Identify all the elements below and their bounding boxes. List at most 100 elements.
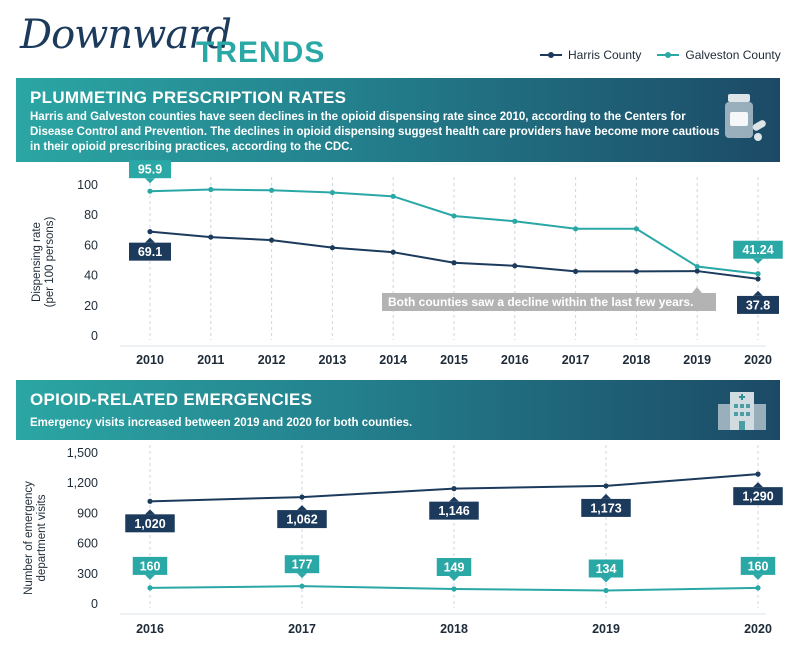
data-label-pointer <box>145 574 155 580</box>
y-tick-label: 20 <box>84 299 98 313</box>
title-bold: TRENDS <box>196 36 326 69</box>
y-axis-label: Number of emergencydepartment visits <box>23 481 48 595</box>
x-tick-label: 2020 <box>744 622 772 636</box>
x-tick-label: 2017 <box>288 622 316 636</box>
section2-banner: OPIOID-RELATED EMERGENCIES Emergency vis… <box>16 380 780 440</box>
data-label-box <box>284 555 320 574</box>
chart-2-group: 0 300 600 900 1,200 1,500 2016 2017 2018 2019 2020… <box>23 445 783 636</box>
data-label-pointer <box>145 178 155 184</box>
data-label: 41.24 <box>733 240 783 264</box>
data-label: 1,173 <box>581 493 631 517</box>
data-point <box>390 193 396 199</box>
annotation-text: Both counties saw a decline within the l… <box>388 295 693 309</box>
y-tick-label: 0 <box>91 329 98 343</box>
data-point <box>451 260 457 266</box>
section1-text: Harris and Galveston counties have seen … <box>30 111 720 153</box>
y-tick-label: 1,200 <box>67 476 98 490</box>
data-label-box <box>733 240 783 259</box>
data-point <box>512 263 518 269</box>
data-point <box>694 263 700 270</box>
data-label-box <box>277 510 327 529</box>
data-point <box>147 229 153 235</box>
data-point <box>694 268 700 274</box>
y-tick-label: 100 <box>77 178 98 192</box>
data-point <box>299 494 305 500</box>
data-label-pointer <box>145 509 155 515</box>
data-label-box <box>740 556 776 575</box>
data-label: 160 <box>132 556 168 580</box>
data-label-pointer <box>601 577 611 583</box>
data-point <box>603 483 609 489</box>
data-label: 160 <box>740 556 776 580</box>
data-label-text: 160 <box>140 559 161 573</box>
data-point <box>633 268 640 274</box>
y-tick-label: 600 <box>77 537 98 551</box>
data-label-text: 1,020 <box>134 517 165 531</box>
data-point <box>329 189 335 196</box>
data-label: 1,062 <box>277 505 327 529</box>
data-label-box <box>129 242 171 261</box>
data-label-text: 37.8 <box>746 298 770 312</box>
data-label-pointer <box>753 482 763 488</box>
annotation-box <box>382 293 716 311</box>
data-point <box>147 585 153 591</box>
chart-1-group: 0 20 40 60 80 100 2010 2011 2012 2013 2014 2015 2016… <box>31 160 783 367</box>
data-label-pointer <box>449 576 459 582</box>
annotation: Both counties saw a decline within the l… <box>382 287 716 311</box>
y-tick-label: 40 <box>84 269 98 283</box>
data-label-box <box>129 160 171 179</box>
x-tick-label: 2020 <box>744 353 772 367</box>
series-line-harris <box>149 230 759 280</box>
x-tick-label: 2010 <box>136 353 164 367</box>
y-tick-label: 1,500 <box>67 446 98 460</box>
data-label-box <box>132 556 168 575</box>
y-axis-label: Dispensing rate(per 100 persons) <box>31 216 56 307</box>
data-label-text: 95.9 <box>138 163 162 177</box>
legend: Harris County Galveston County <box>540 48 781 62</box>
data-label-text: 1,173 <box>590 501 621 515</box>
x-tick-label: 2019 <box>592 622 620 636</box>
data-label-text: 1,062 <box>286 513 317 527</box>
y-tick-label: 0 <box>91 597 98 611</box>
data-point <box>147 498 153 504</box>
data-point <box>603 587 609 594</box>
x-tick-label: 2016 <box>501 353 529 367</box>
section1-title: PLUMMETING PRESCRIPTION RATES <box>30 88 347 107</box>
x-tick-label: 2011 <box>197 353 224 367</box>
x-tick-label: 2012 <box>258 353 286 367</box>
data-point <box>269 187 275 193</box>
data-point <box>451 213 457 219</box>
data-label: 1,146 <box>429 496 479 520</box>
data-label-text: 1,146 <box>438 504 469 518</box>
section1-banner: PLUMMETING PRESCRIPTION RATES Harris and… <box>16 78 780 162</box>
x-tick-label: 2019 <box>683 353 711 367</box>
data-point <box>451 486 457 492</box>
data-label-text: 1,290 <box>742 490 773 504</box>
data-label: 37.8 <box>737 290 779 314</box>
data-label: 177 <box>284 555 320 579</box>
data-label-pointer <box>449 496 459 502</box>
legend-swatch-galveston <box>657 52 680 58</box>
data-point <box>451 586 457 592</box>
series-line-galveston <box>149 585 759 592</box>
data-point <box>573 268 579 274</box>
data-label: 95.9 <box>129 160 171 184</box>
data-label-pointer <box>297 505 307 511</box>
data-label: 1,290 <box>733 482 783 506</box>
y-tick-label: 80 <box>84 208 98 222</box>
data-point <box>633 226 640 232</box>
data-label-box <box>737 295 779 314</box>
data-point <box>147 188 153 194</box>
data-point <box>755 585 761 591</box>
y-tick-label: 60 <box>84 238 98 252</box>
hospital-icon <box>714 388 770 437</box>
x-tick-label: 2017 <box>562 353 590 367</box>
y-axis-label-line: (per 100 persons) <box>44 216 56 307</box>
data-label-pointer <box>297 573 307 579</box>
x-tick-label: 2016 <box>136 622 164 636</box>
data-label-pointer <box>145 237 155 243</box>
data-label-text: 177 <box>292 558 313 572</box>
data-label-text: 41.24 <box>742 243 773 257</box>
data-point <box>573 226 579 232</box>
data-point <box>512 218 518 224</box>
